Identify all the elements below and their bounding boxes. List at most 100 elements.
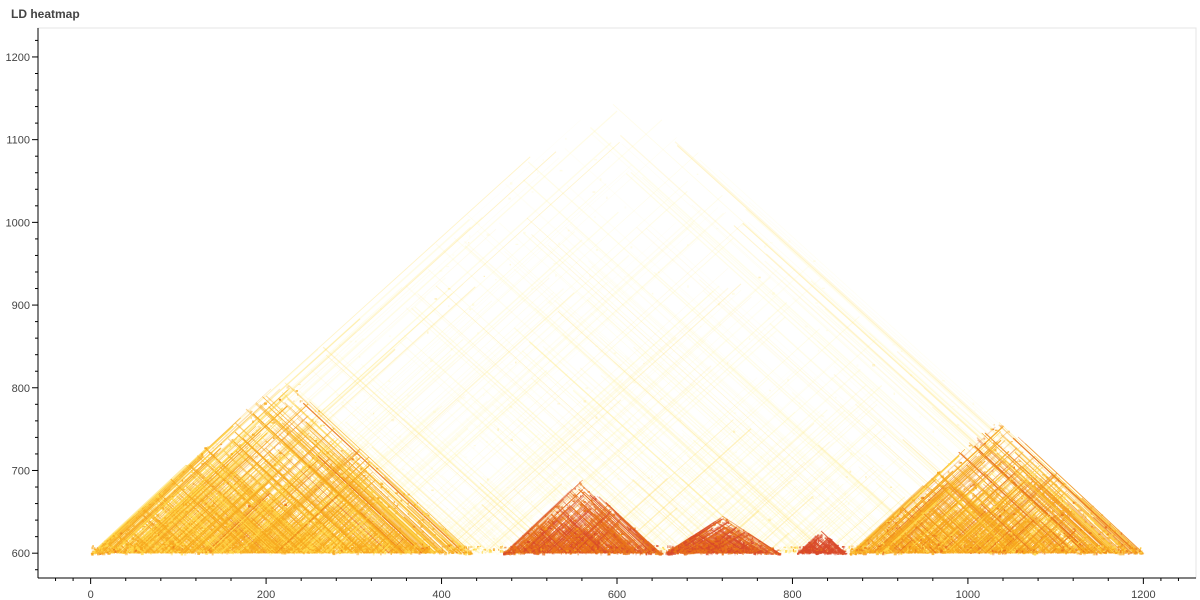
ld-block-1-cell <box>278 495 280 498</box>
ld-block-1-cell <box>369 479 372 481</box>
background-ld-line <box>325 354 546 554</box>
ld-block-2-cell <box>657 551 660 554</box>
ld-block-1-cell <box>166 537 168 540</box>
ld-block-1-cell <box>297 456 300 459</box>
ld-block-1-cell <box>387 527 389 530</box>
ld-block-1-cell <box>263 538 267 542</box>
background-ld-cell <box>1142 552 1146 555</box>
ld-block-1-cell <box>427 514 430 517</box>
ld-block-1-line <box>137 476 220 554</box>
ld-block-1-cell <box>447 552 450 555</box>
ld-block-1-cell <box>268 445 270 448</box>
background-ld-line <box>484 483 563 554</box>
ld-block-1-cell <box>311 418 314 422</box>
ld-block-1-cell <box>103 546 107 548</box>
ld-block-1-cell <box>230 477 234 480</box>
background-ld-line <box>569 223 935 554</box>
background-ld-line <box>653 272 966 554</box>
ld-block-1-cell <box>162 544 166 545</box>
background-ld-cell <box>463 397 466 399</box>
background-ld-cell <box>460 552 463 555</box>
ld-block-2-cell <box>600 514 603 517</box>
ld-block-1-cell <box>114 535 118 537</box>
background-ld-cell <box>606 196 608 199</box>
ld-block-1-cell <box>432 542 435 544</box>
background-ld-cell <box>984 482 987 484</box>
background-ld-cell <box>623 276 626 278</box>
ld-block-2-cell <box>510 547 512 550</box>
ld-block-1-cell <box>271 530 273 532</box>
background-ld-cell <box>169 500 171 503</box>
ld-block-1-cell <box>142 528 144 530</box>
ld-block-1-cell <box>131 549 133 553</box>
ld-block-1-line <box>242 457 346 554</box>
ld-block-1-line <box>266 428 401 554</box>
ld-block-1-cell <box>207 551 210 553</box>
background-ld-line <box>347 212 724 554</box>
ld-block-1-cell <box>301 419 303 422</box>
ld-block-1-line <box>265 456 370 554</box>
background-ld-line <box>633 346 862 554</box>
background-ld-line <box>623 370 827 554</box>
background-ld-line <box>521 350 747 554</box>
background-ld-cell <box>1030 490 1034 493</box>
ld-block-1-line <box>148 470 238 554</box>
ld-block-1-cell <box>458 545 462 548</box>
ld-block-1-line <box>225 516 266 554</box>
ld-block-1-cell <box>331 541 334 543</box>
ld-block-1-cell <box>131 537 135 540</box>
ld-block-2-cell <box>568 501 570 503</box>
ld-block-1-line <box>220 546 228 554</box>
ld-block-1-cell <box>293 552 295 555</box>
ld-block-1-cell <box>252 433 255 436</box>
ld-block-1-line <box>109 550 113 554</box>
background-ld-cell <box>345 406 347 409</box>
ld-block-2-cell <box>633 527 636 530</box>
ld-block-1-line <box>224 468 315 554</box>
background-ld-cell <box>522 488 525 491</box>
ld-block-1-cell <box>143 511 147 513</box>
background-ld-cell <box>592 191 596 193</box>
ld-block-2-cell <box>641 542 644 545</box>
ld-block-1-line <box>133 532 156 554</box>
ld-block-1-cell <box>337 510 340 513</box>
ld-block-1-cell <box>185 510 189 513</box>
ld-block-1-cell <box>221 553 223 555</box>
ld-block-1-cell <box>113 533 116 536</box>
ld-block-1-cell <box>194 552 196 555</box>
ld-block-1-cell <box>192 482 195 485</box>
ld-block-1-cell <box>147 531 149 533</box>
ld-block-1-cell <box>278 398 281 401</box>
ld-block-1-line <box>217 490 286 554</box>
ld-block-1-cell <box>211 529 213 531</box>
background-ld-line <box>748 201 1139 554</box>
ld-block-1-cell <box>171 483 175 485</box>
ld-block-1-cell <box>449 538 453 541</box>
ld-block-1-cell <box>232 531 234 534</box>
ld-block-1-cell <box>330 489 333 492</box>
ld-block-1-cell <box>229 517 233 520</box>
background-ld-cell <box>641 479 645 481</box>
background-ld-cell <box>811 495 814 499</box>
background-ld-cell <box>675 509 677 511</box>
ld-block-1-cell <box>315 443 318 446</box>
ld-block-1-cell <box>241 551 243 554</box>
ld-block-1-line <box>224 473 311 554</box>
ld-block-2-cell <box>645 553 648 556</box>
ld-block-1-cell <box>419 532 422 535</box>
background-ld-line <box>792 457 900 554</box>
ld-block-1-cell <box>298 511 301 513</box>
background-ld-line <box>482 387 667 554</box>
ld-block-2-cell <box>652 545 656 547</box>
ld-block-1-line <box>286 396 455 554</box>
ld-block-1-line <box>283 442 403 554</box>
ld-block-1-cell <box>154 520 156 523</box>
ld-block-1-cell <box>155 509 159 512</box>
background-ld-cell <box>444 521 447 523</box>
ld-block-1-cell <box>189 552 192 554</box>
ld-block-1-cell <box>230 495 233 498</box>
background-ld-line <box>480 381 671 554</box>
ld-block-1-cell <box>421 511 424 513</box>
background-ld-line <box>663 449 779 554</box>
ld-block-1-cell <box>157 519 161 523</box>
